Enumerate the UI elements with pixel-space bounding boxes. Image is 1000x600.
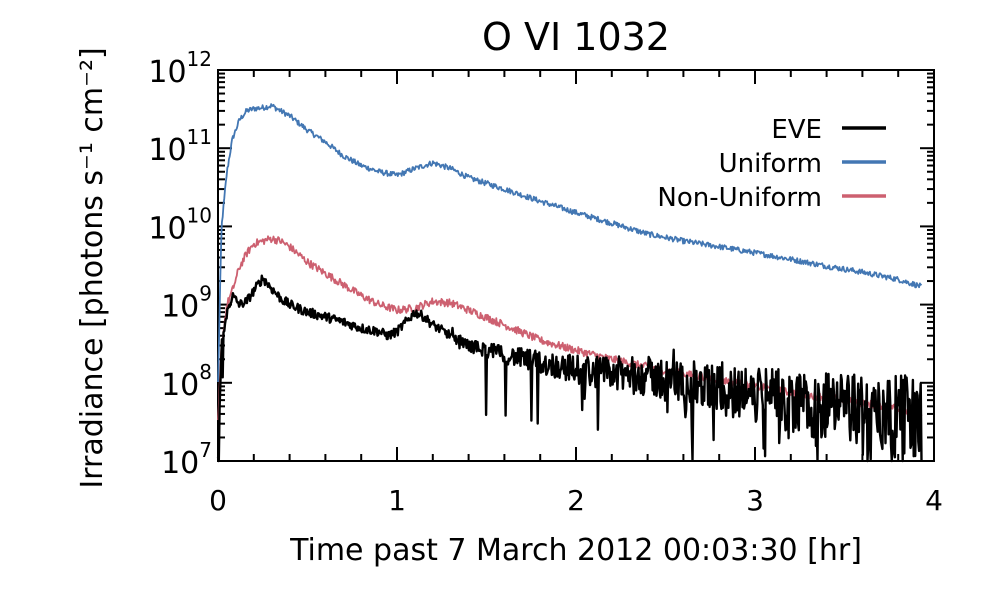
x-tick-label: 4: [925, 484, 943, 517]
x-tick-label: 2: [567, 484, 585, 517]
x-axis-label: Time past 7 March 2012 00:03:30 [hr]: [289, 533, 862, 568]
x-tick-label: 1: [388, 484, 406, 517]
series-line-uniform: [217, 103, 923, 383]
chart-title: O VI 1032: [482, 15, 670, 59]
series-lines: [216, 103, 923, 463]
y-tick-label: 1010: [148, 203, 212, 246]
axis-ticks: [217, 69, 935, 462]
legend-label: Non-Uniform: [657, 183, 822, 213]
legend-label: Uniform: [719, 149, 822, 179]
y-tick-label: 107: [161, 438, 212, 481]
x-tick-label: 3: [746, 484, 764, 517]
y-tick-label: 109: [161, 282, 212, 325]
y-tick-labels: 107 108 109 1010 1011 1012: [148, 47, 212, 481]
y-axis-label: Irradiance [photons s⁻¹ cm⁻²]: [75, 47, 110, 488]
legend-label: EVE: [771, 115, 822, 145]
y-tick-label: 1012: [148, 47, 212, 90]
y-tick-label: 108: [161, 360, 212, 403]
x-tick-labels: 0 1 2 3 4: [209, 484, 943, 517]
y-tick-label: 1011: [148, 125, 212, 168]
legend: EVE Uniform Non-Uniform: [657, 115, 886, 213]
x-tick-label: 0: [209, 484, 227, 517]
series-line-eve: [216, 274, 923, 463]
